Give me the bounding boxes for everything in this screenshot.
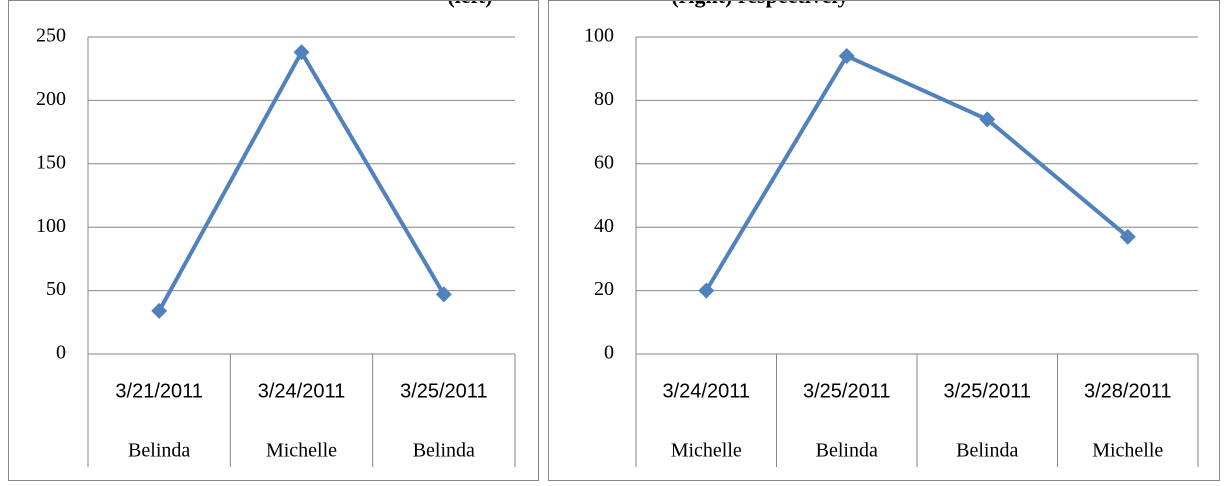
y-tick-label: 20 <box>594 278 614 300</box>
y-tick-label: 150 <box>36 151 66 173</box>
y-tick-label: 0 <box>56 342 66 364</box>
x-group-label: Michelle <box>266 440 337 462</box>
x-group-label: Belinda <box>956 440 1018 462</box>
line <box>157 50 446 312</box>
marker <box>979 111 996 128</box>
y-tick-label: 100 <box>584 25 614 47</box>
y-tick-label: 40 <box>594 215 614 237</box>
y-tick-label: 80 <box>594 88 614 110</box>
marker <box>293 44 310 61</box>
y-tick-label: 100 <box>36 215 66 237</box>
x-tick-label: 3/25/2011 <box>944 380 1032 402</box>
marker <box>838 48 855 65</box>
header-fragment: (left) <box>447 0 492 8</box>
y-tick-label: 0 <box>604 342 614 364</box>
y-tick-label: 200 <box>36 88 66 110</box>
x-group-label: Belinda <box>128 440 190 462</box>
x-group-label: Michelle <box>1092 440 1163 462</box>
x-tick-label: 3/25/2011 <box>803 380 891 402</box>
y-tick-label: 60 <box>594 151 614 173</box>
x-group-label: Michelle <box>671 440 742 462</box>
y-tick-label: 250 <box>36 25 66 47</box>
x-tick-label: 3/24/2011 <box>663 380 751 402</box>
header-fragment: (right) respectively <box>671 0 848 8</box>
x-tick-label: 3/28/2011 <box>1084 380 1172 402</box>
x-group-label: Belinda <box>413 440 475 462</box>
x-tick-label: 3/25/2011 <box>400 380 488 402</box>
marker <box>151 302 168 319</box>
line <box>704 54 1130 292</box>
marker <box>698 282 715 299</box>
marker <box>1119 228 1136 245</box>
marker <box>435 286 452 303</box>
y-tick-label: 50 <box>46 278 66 300</box>
x-group-label: Belinda <box>816 440 878 462</box>
x-tick-label: 3/21/2011 <box>115 380 203 402</box>
x-tick-label: 3/24/2011 <box>258 380 346 402</box>
